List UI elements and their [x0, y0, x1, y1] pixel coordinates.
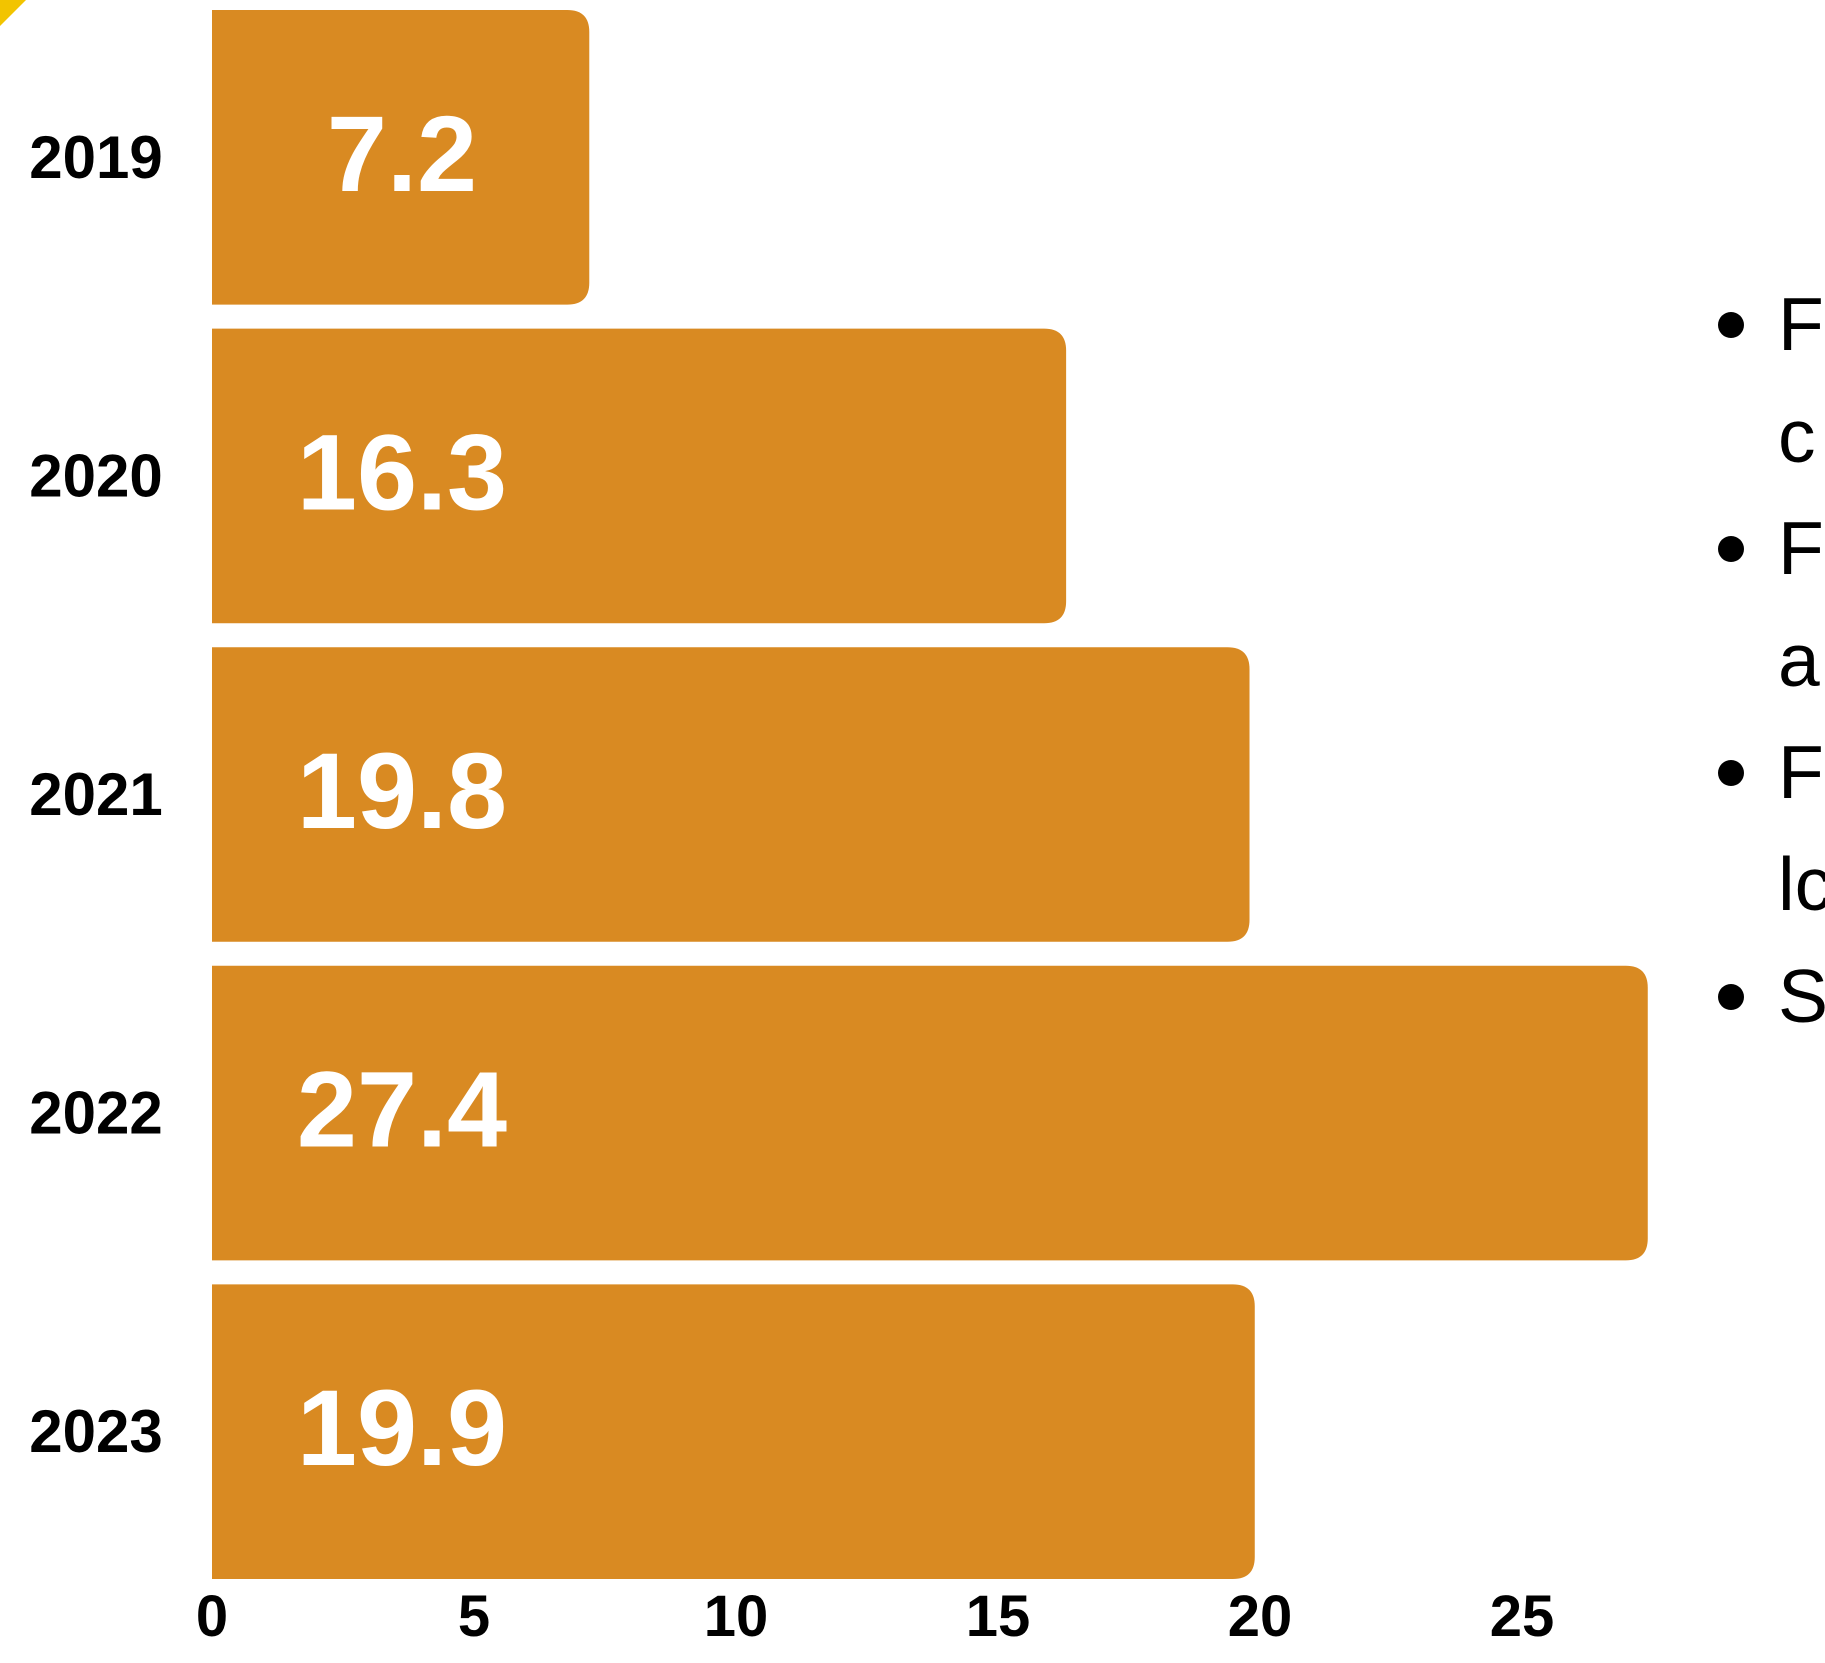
bullet-line: F — [1778, 282, 1824, 366]
bullet-line: lc — [1778, 842, 1825, 926]
bullet-dot-icon — [1718, 760, 1744, 787]
x-tick-label-10: 10 — [704, 1584, 769, 1649]
bullet-line: F — [1778, 730, 1824, 814]
x-tick-label-15: 15 — [966, 1584, 1031, 1649]
category-label-2023: 2023 — [29, 1398, 162, 1465]
category-label-2022: 2022 — [29, 1080, 162, 1147]
x-tick-label-25: 25 — [1490, 1584, 1555, 1649]
bar-2019 — [212, 10, 590, 305]
category-label-2020: 2020 — [29, 442, 162, 509]
x-tick-label-20: 20 — [1228, 1584, 1293, 1649]
bar-2023 — [212, 1284, 1255, 1579]
data-labels-group: 7.2 16.3 19.8 27.4 19.9 — [297, 93, 507, 1488]
bullet-line: c — [1778, 394, 1816, 478]
x-tick-label-5: 5 — [458, 1584, 490, 1649]
bar-2022 — [212, 965, 1648, 1261]
data-label-2021: 19.8 — [297, 730, 507, 851]
corner-accent-shape — [0, 0, 26, 26]
side-bullet-item: S — [1718, 940, 1825, 1052]
x-tick-label-0: 0 — [196, 1584, 228, 1649]
bullet-line: S — [1778, 954, 1825, 1038]
bar-2020 — [212, 328, 1067, 624]
bullet-line: F — [1778, 506, 1824, 590]
category-labels-group: 2019 2020 2021 2022 2023 — [29, 124, 162, 1465]
bullet-dot-icon — [1718, 312, 1744, 339]
bullet-dot-icon — [1718, 984, 1744, 1011]
bullet-line: a — [1778, 618, 1820, 702]
data-label-2022: 27.4 — [297, 1049, 507, 1170]
category-label-2021: 2021 — [29, 761, 162, 828]
bars-group — [212, 10, 1648, 1579]
bar-chart: 2019 2020 2021 2022 2023 7.2 16.3 19.8 27.4 19.9… — [29, 10, 1648, 1649]
x-axis-ticks-group: 051015202530 — [196, 1584, 1555, 1649]
category-label-2019: 2019 — [29, 124, 162, 191]
data-label-2020: 16.3 — [297, 411, 507, 532]
bullet-dot-icon — [1718, 536, 1744, 563]
bar-2021 — [212, 647, 1250, 942]
data-label-2019: 7.2 — [327, 93, 477, 214]
data-label-2023: 19.9 — [297, 1367, 507, 1488]
